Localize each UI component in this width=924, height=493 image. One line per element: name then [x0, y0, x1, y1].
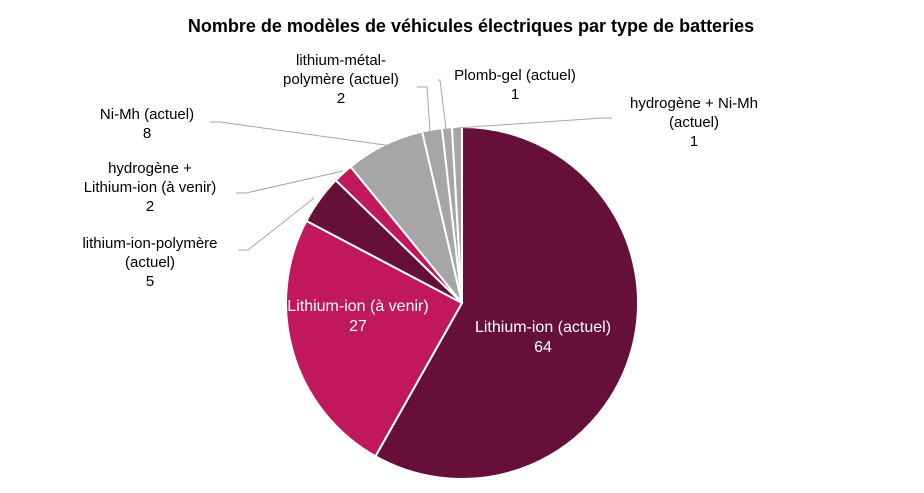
- chart-title: Nombre de modèles de véhicules électriqu…: [188, 16, 754, 36]
- slice-value-4: 8: [143, 125, 151, 142]
- slice-name-3: Lithium-ion (à venir): [84, 179, 217, 196]
- pie-slice-0: [374, 125, 639, 480]
- leader-line-4: [210, 121, 393, 147]
- slice-name-4: Ni-Mh (actuel): [100, 106, 194, 123]
- slice-label-5: lithium-métal-polymère (actuel) 2: [283, 52, 399, 107]
- leader-line-2: [238, 197, 315, 251]
- leader-line-5: [417, 86, 431, 132]
- slice-label-6: Plomb-gel (actuel) 1: [454, 67, 576, 103]
- slice-value-2: 5: [146, 273, 154, 290]
- slice-label-0: Lithium-ion (actuel) 64: [475, 319, 611, 356]
- slice-name-6: Plomb-gel (actuel): [454, 67, 576, 84]
- slice-label-1: Lithium-ion (à venir) 27: [287, 298, 428, 335]
- slice-name-1: Lithium-ion (à venir): [287, 298, 428, 315]
- slice-value-5: 2: [337, 90, 345, 107]
- pie-slice-1: [285, 219, 464, 458]
- slice-name-0: Lithium-ion (actuel): [475, 319, 611, 336]
- slice-label-3: hydrogène + Lithium-ion (à venir) 2: [84, 160, 217, 215]
- slice-label-2: lithium-ion-polymère (actuel) 5: [82, 235, 217, 290]
- slice-value-0: 64: [534, 339, 552, 356]
- slice-name-5: polymère (actuel): [283, 71, 399, 88]
- leader-line-6: [438, 79, 447, 130]
- slice-label-4: Ni-Mh (actuel) 8: [100, 106, 194, 142]
- slice-value-7: 1: [690, 133, 698, 150]
- slice-name-2: (actuel): [125, 254, 175, 271]
- pie-slice-7: [450, 125, 463, 304]
- slice-value-6: 1: [511, 86, 519, 103]
- slice-name-3: hydrogène +: [108, 160, 192, 177]
- slice-value-1: 27: [349, 318, 367, 335]
- slice-label-7: hydrogène + Ni-Mh (actuel) 1: [630, 95, 758, 150]
- slice-name-7: (actuel): [669, 114, 719, 131]
- slice-name-7: hydrogène + Ni-Mh: [630, 95, 758, 112]
- leader-line-7: [456, 117, 612, 129]
- slice-name-2: lithium-ion-polymère: [82, 235, 217, 252]
- leader-line-3: [236, 170, 344, 194]
- slice-name-5: lithium-métal-: [296, 52, 386, 69]
- slice-value-3: 2: [146, 198, 154, 215]
